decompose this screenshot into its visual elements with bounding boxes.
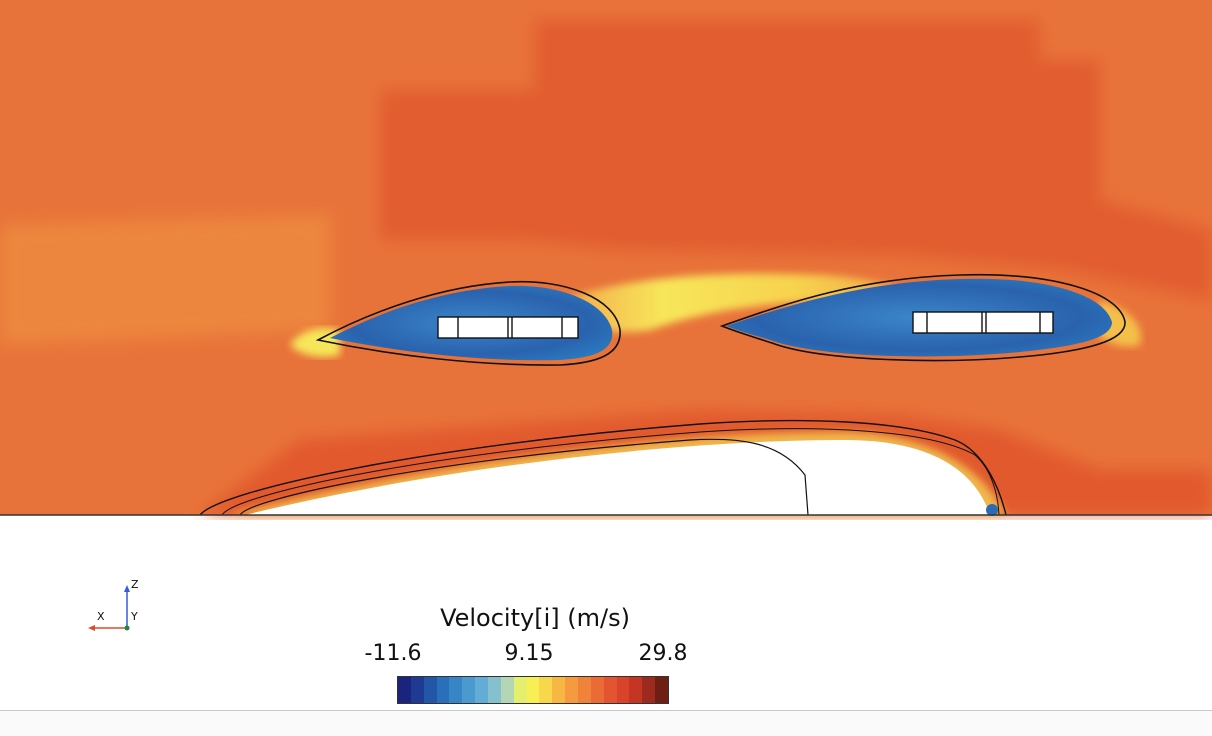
colorbar-swatch xyxy=(423,677,437,703)
legend-mid-label: 9.15 xyxy=(504,641,554,666)
colorbar-swatch xyxy=(539,677,553,703)
colorbar-swatch xyxy=(616,677,630,703)
hull-outline-outer xyxy=(199,419,1007,516)
hull-outline-mid xyxy=(221,428,1000,516)
colorbar-swatch xyxy=(655,677,669,703)
left-foil-outline xyxy=(315,280,621,366)
wake-region xyxy=(560,273,900,332)
colorbar-swatch xyxy=(578,677,591,703)
colorbar-swatch xyxy=(590,677,604,703)
colorbar-swatch xyxy=(500,677,514,703)
colorbar-swatch xyxy=(475,677,489,703)
legend-colorbar xyxy=(397,676,669,704)
hull-tip-slow xyxy=(986,504,998,516)
colorbar-swatch xyxy=(565,677,579,703)
colorbar-swatch xyxy=(488,677,501,703)
colorbar-swatch xyxy=(629,677,643,703)
legend-min-label: -11.6 xyxy=(364,641,422,666)
hull-body xyxy=(245,440,990,515)
status-bar xyxy=(0,710,1212,736)
colorbar-swatch xyxy=(436,677,450,703)
right-foil-probe xyxy=(912,311,1054,334)
colorbar-swatch xyxy=(449,677,463,703)
colorbar-swatch xyxy=(642,677,656,703)
inflow-band xyxy=(0,215,330,345)
fast-flow-region xyxy=(380,20,1212,300)
axis-triad xyxy=(88,585,130,631)
axis-label-z: Z xyxy=(131,578,139,591)
trailing-stagnation xyxy=(1095,300,1141,347)
axis-label-y: Y xyxy=(131,610,138,623)
velocity-contour-plot xyxy=(0,0,1212,516)
legend-title: Velocity[i] (m/s) xyxy=(440,604,630,632)
colorbar-swatch xyxy=(552,677,566,703)
colorbar-swatch xyxy=(603,677,617,703)
colorbar-swatch xyxy=(526,677,540,703)
axis-label-x: X xyxy=(97,610,105,623)
hull-outline-inner xyxy=(239,438,809,516)
colorbar-swatch xyxy=(410,677,424,703)
left-foil-probe xyxy=(437,316,579,339)
colorbar-swatch xyxy=(462,677,476,703)
colorbar-swatch xyxy=(513,677,527,703)
legend-max-label: 29.8 xyxy=(638,641,688,666)
right-foil-outline xyxy=(719,273,1126,362)
colorbar-swatch xyxy=(398,677,411,703)
